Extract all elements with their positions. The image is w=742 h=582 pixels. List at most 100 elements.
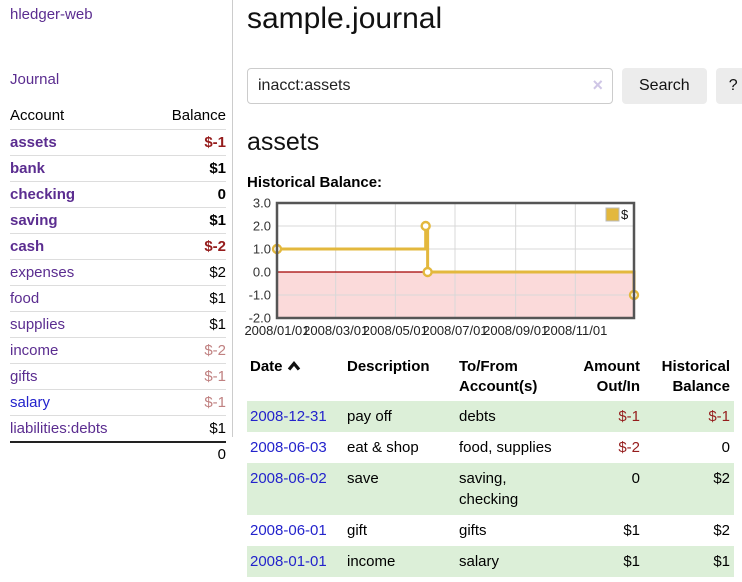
clear-search-icon[interactable]: × bbox=[592, 74, 603, 95]
transaction-accounts: saving, checking bbox=[459, 470, 519, 508]
y-tick-label: -1.0 bbox=[249, 287, 271, 302]
sort-ascending-icon bbox=[287, 360, 300, 371]
account-balance: $-1 bbox=[148, 389, 226, 416]
account-link[interactable]: income bbox=[10, 342, 59, 359]
accounts-header-row: Account Balance bbox=[10, 103, 226, 130]
account-link[interactable]: checking bbox=[10, 186, 76, 203]
app-title-link[interactable]: hledger-web bbox=[10, 6, 93, 23]
chart-svg: $3.0 2.0 1.0 0.0 -1.0 -2.02008/01/012008/03/0… bbox=[244, 195, 640, 338]
transaction-accounts: food, supplies bbox=[459, 439, 552, 456]
transaction-description: income bbox=[347, 553, 396, 570]
accounts-total-value: 0 bbox=[148, 441, 226, 466]
transaction-amount: $-1 bbox=[618, 408, 640, 425]
account-link[interactable]: cash bbox=[10, 238, 45, 255]
transaction-description: pay off bbox=[347, 408, 392, 425]
register-header-historical: Historical Balance bbox=[661, 357, 730, 395]
transaction-amount: 0 bbox=[631, 470, 640, 487]
register-row: 2008-06-01 gift gifts $1 $2 bbox=[247, 515, 734, 546]
register-table: Date Description To/From Account(s) Amount … bbox=[247, 353, 734, 577]
transaction-balance: 0 bbox=[721, 439, 730, 456]
transaction-date-link[interactable]: 2008-06-02 bbox=[250, 470, 327, 487]
account-balance: 0 bbox=[148, 181, 226, 208]
account-link[interactable]: expenses bbox=[10, 264, 75, 281]
transaction-date-link[interactable]: 2008-06-01 bbox=[250, 522, 327, 539]
account-row: salary $-1 bbox=[10, 389, 226, 416]
transaction-accounts: debts bbox=[459, 408, 496, 425]
transaction-date-link[interactable]: 2008-01-01 bbox=[250, 553, 327, 570]
register-header-date[interactable]: Date bbox=[247, 353, 344, 402]
transaction-amount: $1 bbox=[623, 522, 640, 539]
account-link[interactable]: salary bbox=[10, 394, 51, 411]
accounts-header-account: Account bbox=[10, 103, 149, 130]
transaction-date-link[interactable]: 2008-12-31 bbox=[250, 408, 327, 425]
historical-balance-chart: $3.0 2.0 1.0 0.0 -1.0 -2.0 2008/01/01 2008/03/0… bbox=[243, 195, 742, 347]
y-tick-label: 2.0 bbox=[253, 218, 271, 233]
search-form: × Search ? bbox=[247, 67, 742, 104]
sidebar-divider bbox=[232, 0, 233, 437]
account-row: supplies $1 bbox=[10, 311, 226, 338]
account-balance: $-1 bbox=[148, 363, 226, 390]
account-link[interactable]: bank bbox=[10, 160, 46, 177]
transaction-balance: $2 bbox=[713, 470, 730, 487]
accounts-header-balance: Balance bbox=[148, 103, 226, 130]
account-balance: $1 bbox=[148, 311, 226, 338]
y-tick-label: 3.0 bbox=[253, 195, 271, 210]
register-header-row: Date Description To/From Account(s) Amount … bbox=[247, 353, 734, 402]
x-tick-label: 2008/03/01 bbox=[303, 323, 368, 338]
account-link[interactable]: gifts bbox=[10, 368, 38, 385]
x-tick-label: 2008/11/01 bbox=[543, 323, 607, 338]
account-row: assets $-1 bbox=[10, 129, 226, 156]
account-link[interactable]: food bbox=[10, 290, 40, 307]
transaction-description: save bbox=[347, 470, 379, 487]
search-input-wrap: × bbox=[247, 67, 613, 104]
register-row: 2008-12-31 pay off debts $-1 $-1 bbox=[247, 401, 734, 432]
account-balance: $2 bbox=[148, 259, 226, 286]
search-input[interactable] bbox=[247, 67, 613, 104]
y-tick-label: -2.0 bbox=[249, 310, 271, 325]
account-link[interactable]: assets bbox=[10, 134, 57, 151]
account-row: bank $1 bbox=[10, 155, 226, 182]
account-balance: $-1 bbox=[148, 129, 226, 156]
account-balance: $-2 bbox=[148, 233, 226, 260]
account-balance: $1 bbox=[148, 285, 226, 312]
transaction-balance: $1 bbox=[713, 553, 730, 570]
account-heading: assets bbox=[247, 127, 320, 156]
account-balance: $1 bbox=[148, 207, 226, 234]
accounts-total-row: 0 bbox=[10, 441, 226, 466]
account-link[interactable]: liabilities:debts bbox=[10, 420, 108, 437]
chart-frame bbox=[275, 201, 636, 319]
y-tick-label: 1.0 bbox=[253, 241, 271, 256]
register-row: 2008-06-02 save saving, checking 0 $2 bbox=[247, 463, 734, 515]
search-button[interactable]: Search bbox=[622, 67, 707, 104]
transaction-description: eat & shop bbox=[347, 439, 419, 456]
account-row: income $-2 bbox=[10, 337, 226, 364]
page-title: sample.journal bbox=[247, 2, 443, 35]
account-balance: $1 bbox=[148, 415, 226, 443]
y-tick-label: 0.0 bbox=[253, 264, 271, 279]
help-button[interactable]: ? bbox=[715, 67, 742, 104]
x-tick-label: 2008/01/01 bbox=[244, 323, 309, 338]
register-header-to-from: To/From Account(s) bbox=[459, 357, 538, 395]
legend-label: $ bbox=[621, 207, 629, 222]
account-row: checking 0 bbox=[10, 181, 226, 208]
register-header-description: Description bbox=[347, 357, 430, 375]
account-row: cash $-2 bbox=[10, 233, 226, 260]
transaction-balance: $2 bbox=[713, 522, 730, 539]
account-row: food $1 bbox=[10, 285, 226, 312]
account-row: gifts $-1 bbox=[10, 363, 226, 390]
main-content: sample.journal × Search ? assets Histori… bbox=[244, 0, 742, 577]
transaction-balance: $-1 bbox=[708, 408, 730, 425]
transaction-date-link[interactable]: 2008-06-03 bbox=[250, 439, 327, 456]
data-point bbox=[420, 220, 431, 231]
account-row: expenses $2 bbox=[10, 259, 226, 286]
journal-link[interactable]: Journal bbox=[10, 71, 60, 88]
x-tick-label: 2008/05/01 bbox=[363, 323, 428, 338]
legend-swatch bbox=[605, 207, 620, 221]
register-row: 2008-06-03 eat & shop food, supplies $-2 0 bbox=[247, 432, 734, 463]
data-point bbox=[422, 266, 433, 277]
chart-title: Historical Balance: bbox=[247, 173, 383, 191]
account-link[interactable]: supplies bbox=[10, 316, 66, 333]
account-link[interactable]: saving bbox=[10, 212, 58, 229]
accounts-total-spacer bbox=[10, 441, 149, 466]
account-row: saving $1 bbox=[10, 207, 226, 234]
